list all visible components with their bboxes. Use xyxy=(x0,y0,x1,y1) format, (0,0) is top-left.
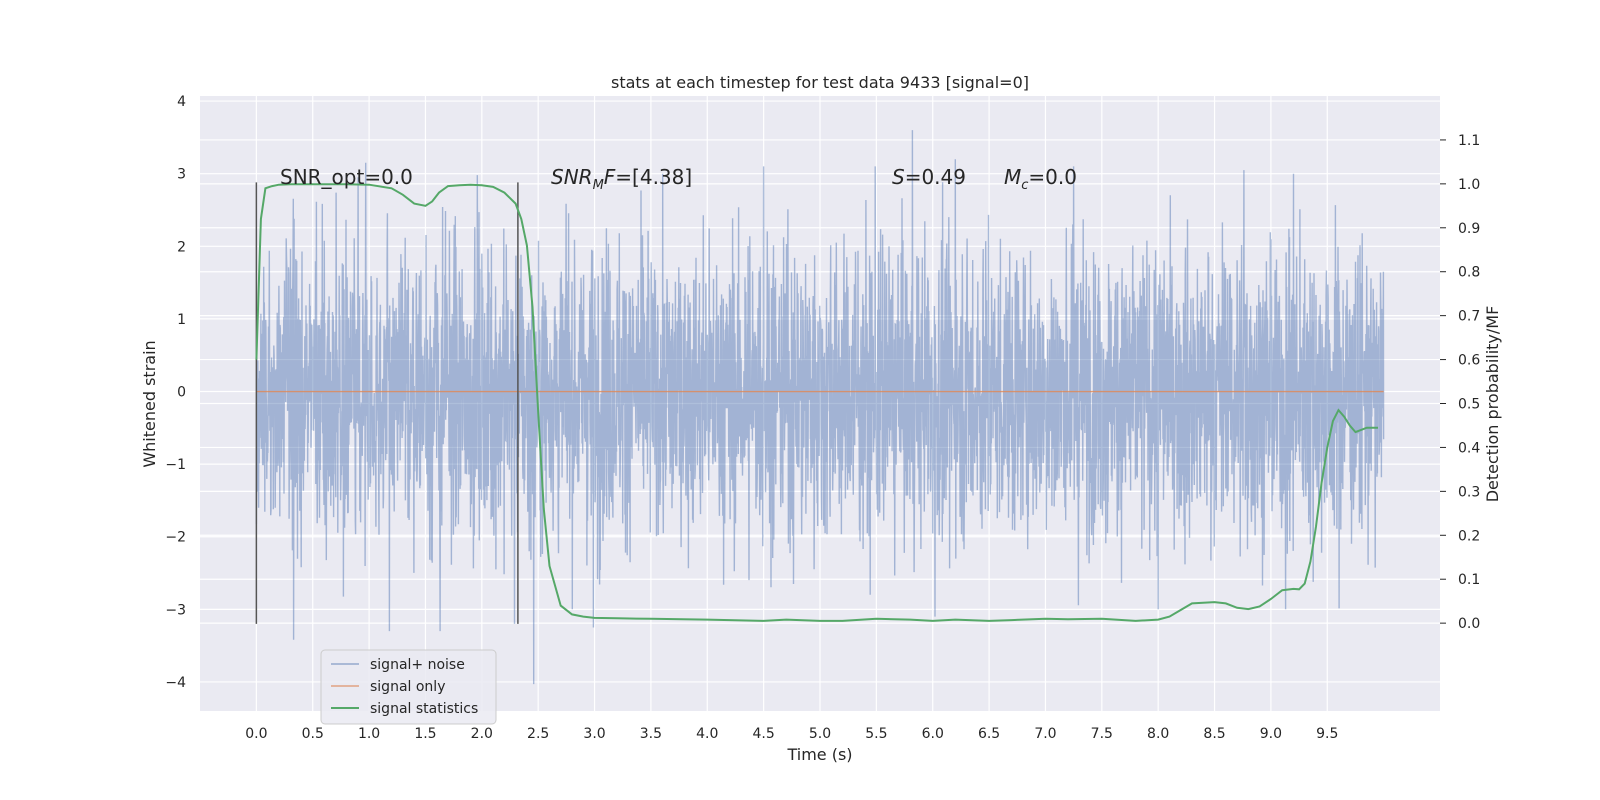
y-tick-label-4: 0 xyxy=(177,385,186,401)
annotation-mc-value: =0.0 xyxy=(1028,165,1077,189)
x-tick-label-7: 3.5 xyxy=(640,726,662,742)
annotation-snr-mf-suffix: F= xyxy=(604,165,632,189)
annotation-snr-opt: SNR_opt=0.0 xyxy=(280,165,413,189)
y-right-tick-label-2: 0.2 xyxy=(1458,528,1480,544)
signal-noise-series xyxy=(255,130,1385,685)
y-right-ticks: 0.0 0.1 0.2 0.3 0.4 0.5 0.6 0.7 0.8 0.9 1.0 1.1 xyxy=(1440,133,1480,632)
x-tick-label-11: 5.5 xyxy=(865,726,887,742)
annotation-mc-subscript: c xyxy=(1021,178,1028,193)
x-tick-label-4: 2.0 xyxy=(471,726,493,742)
y-right-tick-label-11: 1.1 xyxy=(1458,133,1480,149)
legend: signal+ noise signal only signal statist… xyxy=(320,649,497,725)
x-tick-label-19: 9.5 xyxy=(1316,726,1338,742)
x-tick-label-9: 4.5 xyxy=(753,726,775,742)
annotation-s-value: =0.49 xyxy=(905,165,966,189)
y-right-axis-label: Detection probability/MF xyxy=(1483,306,1502,503)
y-ticks: −4 −3 −2 −1 0 1 2 3 4 xyxy=(165,94,186,691)
x-tick-label-0: 0.0 xyxy=(245,726,267,742)
y-right-tick-label-4: 0.4 xyxy=(1458,440,1480,456)
x-tick-label-14: 7.0 xyxy=(1034,726,1056,742)
marker-lines xyxy=(255,182,519,624)
x-tick-label-10: 5.0 xyxy=(809,726,831,742)
x-tick-label-13: 6.5 xyxy=(978,726,1000,742)
annotation-s-symbol: S xyxy=(892,165,905,189)
y-axis-label: Whitened strain xyxy=(140,340,159,467)
x-tick-label-3: 1.5 xyxy=(414,726,436,742)
y-right-tick-label-6: 0.6 xyxy=(1458,353,1480,369)
x-tick-label-8: 4.0 xyxy=(696,726,718,742)
x-tick-label-18: 9.0 xyxy=(1260,726,1282,742)
x-ticks: 0.0 0.5 1.0 1.5 2.0 2.5 3.0 3.5 4.0 4.5 5.0 5.5 6.0 6… xyxy=(245,726,1338,742)
x-tick-label-5: 2.5 xyxy=(527,726,549,742)
y-tick-label-3: −1 xyxy=(165,457,186,473)
annotation-snr-mf-value: [4.38] xyxy=(632,165,692,189)
y-right-tick-label-5: 0.5 xyxy=(1458,397,1480,413)
y-tick-label-1: −3 xyxy=(165,602,186,618)
x-tick-label-17: 8.5 xyxy=(1203,726,1225,742)
x-tick-label-15: 7.5 xyxy=(1091,726,1113,742)
chart-title: stats at each timestep for test data 943… xyxy=(611,73,1029,92)
x-axis-label: Time (s) xyxy=(786,745,852,764)
x-tick-label-16: 8.0 xyxy=(1147,726,1169,742)
y-tick-label-7: 3 xyxy=(177,167,186,183)
legend-box xyxy=(320,649,497,725)
y-right-tick-label-1: 0.1 xyxy=(1458,572,1480,588)
legend-label-signal: signal only xyxy=(370,679,445,695)
y-right-tick-label-7: 0.7 xyxy=(1458,309,1480,325)
legend-label-stats: signal statistics xyxy=(370,701,478,717)
y-tick-label-8: 4 xyxy=(177,94,186,110)
annotation-snr-mf-symbol: SNR xyxy=(551,165,593,189)
annotation-snr-mf: SNRMF=[4.38] xyxy=(551,165,692,193)
signal-statistics-series xyxy=(255,183,1378,622)
statistics-curve xyxy=(255,183,1378,622)
noise-trace xyxy=(255,130,1385,685)
y-tick-label-0: −4 xyxy=(165,675,186,691)
y-right-tick-label-8: 0.8 xyxy=(1458,265,1480,281)
y-right-tick-label-10: 1.0 xyxy=(1458,177,1480,193)
x-tick-label-12: 6.0 xyxy=(922,726,944,742)
annotation-s: S=0.49 xyxy=(892,165,966,189)
annotation-mc-symbol: M xyxy=(1004,165,1021,189)
x-tick-label-2: 1.0 xyxy=(358,726,380,742)
y-right-tick-label-9: 0.9 xyxy=(1458,221,1480,237)
annotation-mc: Mc=0.0 xyxy=(1004,165,1077,193)
y-tick-label-2: −2 xyxy=(165,530,186,546)
grid xyxy=(200,96,1440,711)
x-tick-label-6: 3.0 xyxy=(583,726,605,742)
y-tick-label-5: 1 xyxy=(177,312,186,328)
y-right-tick-label-3: 0.3 xyxy=(1458,484,1480,500)
x-tick-label-1: 0.5 xyxy=(302,726,324,742)
annotation-snr-mf-subscript: M xyxy=(593,178,604,193)
y-right-tick-label-0: 0.0 xyxy=(1458,616,1480,632)
y-tick-label-6: 2 xyxy=(177,239,186,255)
legend-label-noise: signal+ noise xyxy=(370,657,465,673)
